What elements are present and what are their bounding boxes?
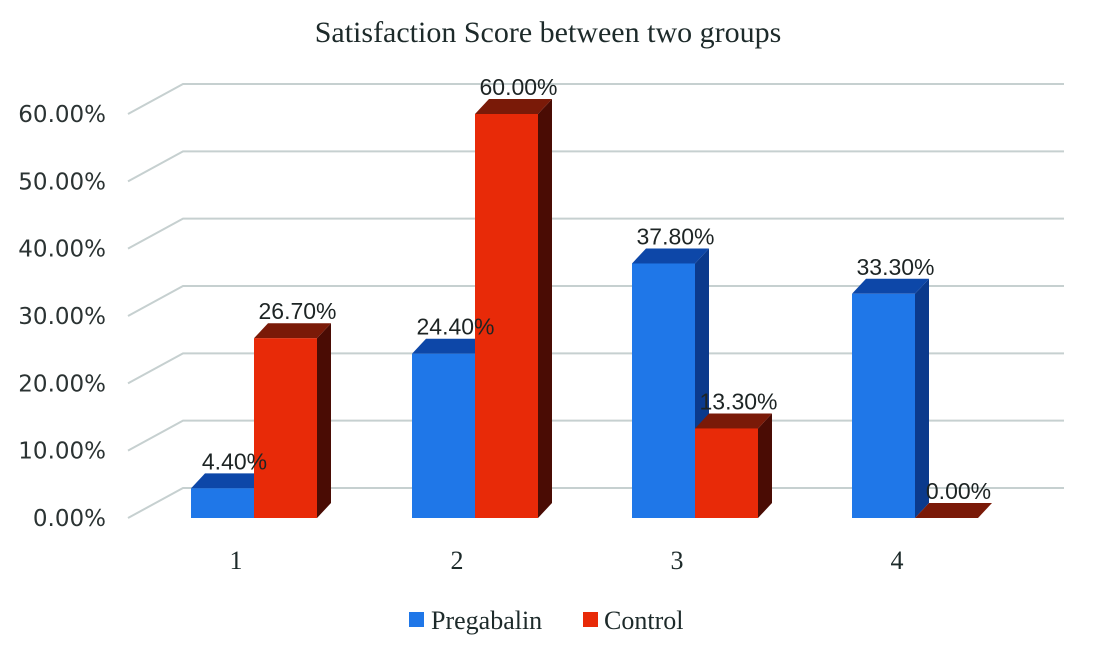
x-tick-label-3: 3 — [671, 546, 684, 575]
bar-pregabalin-4[interactable] — [852, 278, 929, 518]
bar-front-face — [475, 114, 538, 518]
bar-control-2[interactable] — [475, 99, 552, 518]
bar-pregabalin-3[interactable] — [632, 248, 709, 519]
bar-front-face — [191, 488, 254, 518]
y-tick-label: 40.00% — [18, 237, 106, 263]
gridline — [127, 217, 1064, 250]
bar-side-face — [538, 99, 552, 518]
bar-front-face — [695, 428, 758, 518]
bar-top-face — [632, 248, 709, 264]
gridline — [127, 83, 1064, 115]
data-label-pregabalin-3: 37.80% — [636, 223, 714, 249]
bar-top-face — [254, 323, 331, 339]
legend-label-control: Control — [604, 606, 683, 635]
bar-top-face — [412, 338, 489, 354]
gridline — [127, 352, 1064, 385]
legend-item-control[interactable]: Control — [583, 606, 683, 635]
gridline — [127, 150, 1064, 183]
gridlines — [127, 83, 1064, 519]
bars — [191, 99, 992, 519]
legend-item-pregabalin[interactable]: Pregabalin — [409, 606, 542, 635]
data-label-pregabalin-1: 4.40% — [202, 448, 267, 474]
bar-control-3[interactable] — [695, 413, 772, 518]
bar-control-4[interactable] — [915, 503, 992, 518]
y-tick-label: 20.00% — [18, 371, 106, 397]
y-tick-label: 10.00% — [18, 439, 106, 465]
bar-control-1[interactable] — [254, 323, 331, 518]
bar-front-face — [412, 353, 475, 518]
legend-swatch-pregabalin — [409, 612, 424, 627]
legend-swatch-control — [583, 612, 598, 627]
bar-side-face — [317, 323, 331, 518]
bar-top-face — [852, 278, 929, 294]
bar-side-face — [758, 413, 772, 518]
bar-top-face — [695, 413, 772, 429]
legend: Pregabalin Control — [409, 606, 683, 635]
bar-front-face — [254, 338, 317, 518]
bar-top-face — [915, 503, 992, 518]
data-label-control-1: 26.70% — [258, 298, 336, 324]
bar-top-face — [475, 99, 552, 114]
chart-title: Satisfaction Score between two groups — [315, 16, 782, 49]
data-label-control-4: 0.00% — [926, 478, 991, 504]
data-labels: 4.40% 26.70% 24.40% 60.00% 37.80% 13.30% 33.30… — [202, 74, 991, 504]
legend-label-pregabalin: Pregabalin — [431, 606, 542, 635]
y-tick-label: 50.00% — [18, 169, 106, 195]
data-label-pregabalin-4: 33.30% — [856, 254, 934, 280]
bar-front-face — [632, 263, 695, 518]
data-label-control-2: 60.00% — [479, 74, 557, 100]
data-label-control-3: 13.30% — [699, 388, 777, 414]
y-axis-ticks: 0.00% 10.00% 20.00% 30.00% 40.00% 50.00% 60.00… — [18, 102, 106, 532]
x-tick-label-2: 2 — [451, 546, 464, 575]
bar-front-face — [852, 293, 915, 518]
bar-pregabalin-1[interactable] — [191, 473, 268, 518]
y-tick-label: 60.00% — [18, 102, 106, 128]
y-tick-label: 0.00% — [33, 506, 106, 532]
y-tick-label: 30.00% — [18, 304, 106, 330]
x-tick-label-1: 1 — [230, 546, 243, 575]
bar-side-face — [915, 278, 929, 518]
bar-top-face — [191, 473, 268, 489]
x-axis-ticks: 1 2 3 4 — [230, 546, 904, 575]
data-label-pregabalin-2: 24.40% — [416, 314, 494, 340]
gridline — [127, 285, 1064, 317]
x-tick-label-4: 4 — [891, 546, 904, 575]
